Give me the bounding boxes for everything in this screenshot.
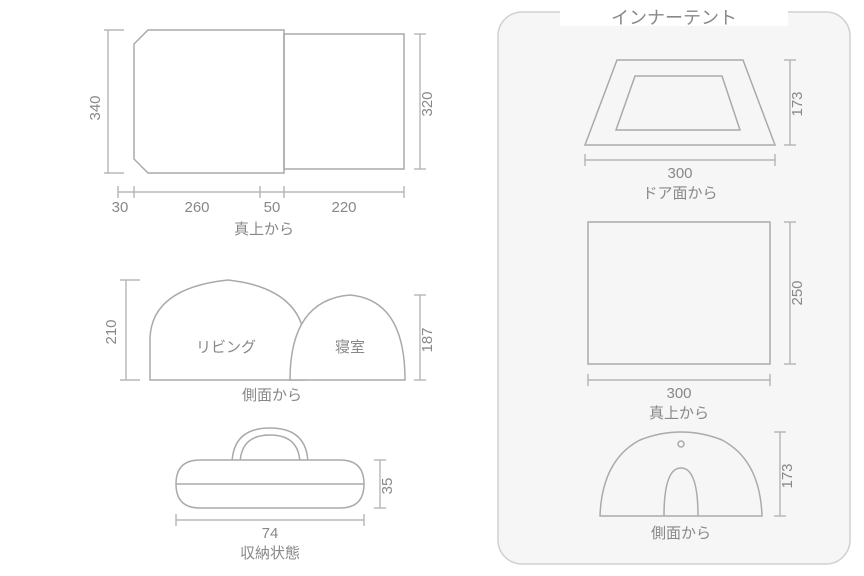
inner-side-label: 側面から: [651, 525, 711, 542]
dim-inner-250: 250: [789, 280, 806, 305]
living-label: リビング: [196, 339, 256, 356]
side-bedroom-shape: [290, 295, 405, 380]
dim-door-300: 300: [667, 165, 692, 182]
dim-door-173: 173: [789, 91, 806, 116]
inner-top-label: 真上から: [649, 404, 709, 422]
dim-30: 30: [112, 199, 129, 216]
side-view-label: 側面から: [242, 387, 302, 404]
door-view-label: ドア面から: [642, 185, 717, 202]
dim-35: 35: [379, 478, 396, 495]
side-view: リビング 寝室 210 187 側面から: [103, 280, 436, 404]
top-view-label: 真上から: [234, 220, 294, 238]
dim-inner-300: 300: [666, 385, 691, 402]
dim-260: 260: [184, 199, 209, 216]
inner-tent-title: インナーテント: [611, 8, 737, 28]
top-view-right-part: [284, 34, 404, 169]
dim-210: 210: [103, 319, 120, 344]
packed-label: 収納状態: [240, 545, 300, 562]
packed-view: 35 74 収納状態: [176, 428, 396, 562]
dim-50: 50: [264, 199, 281, 216]
dim-340: 340: [87, 95, 104, 120]
side-living-shape: [150, 280, 305, 380]
dim-187: 187: [419, 327, 436, 352]
dim-74: 74: [262, 525, 279, 542]
dim-320: 320: [419, 91, 436, 116]
dim-side-173: 173: [779, 463, 796, 488]
top-view-shape: [134, 30, 284, 173]
dim-220: 220: [331, 199, 356, 216]
top-view: 340 320 30 260 50 220 真上から: [87, 30, 436, 238]
bedroom-label: 寝室: [335, 338, 365, 356]
